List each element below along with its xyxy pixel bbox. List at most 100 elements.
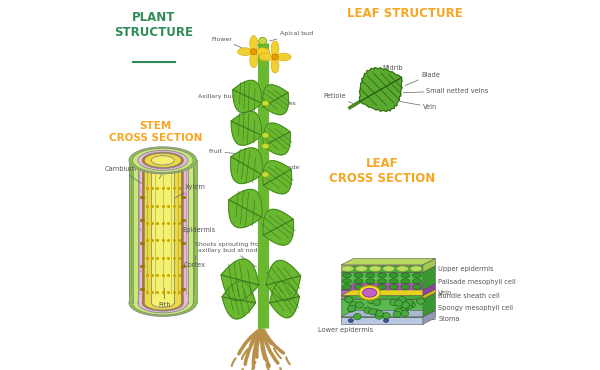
Ellipse shape [369, 266, 381, 272]
Polygon shape [341, 259, 436, 265]
Ellipse shape [345, 296, 353, 303]
Ellipse shape [140, 229, 143, 231]
Ellipse shape [389, 285, 398, 289]
Ellipse shape [356, 302, 364, 308]
Ellipse shape [413, 285, 421, 289]
Text: Vein: Vein [400, 101, 437, 110]
Ellipse shape [142, 295, 184, 311]
Ellipse shape [139, 270, 142, 272]
Text: Cortex: Cortex [184, 256, 206, 269]
Polygon shape [359, 67, 402, 111]
Ellipse shape [238, 48, 253, 56]
Ellipse shape [413, 273, 421, 278]
Ellipse shape [350, 302, 358, 308]
Ellipse shape [259, 37, 266, 44]
Ellipse shape [343, 273, 351, 278]
Polygon shape [423, 289, 436, 299]
Ellipse shape [129, 289, 197, 316]
Ellipse shape [401, 285, 410, 289]
Text: Nodes: Nodes [266, 101, 296, 107]
Ellipse shape [129, 147, 197, 174]
Polygon shape [341, 310, 436, 317]
Polygon shape [233, 80, 262, 113]
Text: Petiole: Petiole [323, 93, 353, 103]
Ellipse shape [401, 279, 410, 283]
Text: LEAF
CROSS SECTION: LEAF CROSS SECTION [329, 157, 435, 185]
Text: Axillary buds: Axillary buds [197, 94, 248, 101]
Ellipse shape [348, 305, 356, 312]
Polygon shape [423, 259, 436, 272]
Text: Stoma: Stoma [423, 316, 460, 322]
Text: Flower: Flower [211, 37, 248, 51]
Ellipse shape [272, 54, 278, 60]
Ellipse shape [367, 297, 375, 304]
Polygon shape [229, 189, 262, 228]
Ellipse shape [377, 279, 386, 283]
Text: Palisade mesophyll cell: Palisade mesophyll cell [423, 279, 516, 285]
Ellipse shape [262, 144, 269, 149]
Text: Apical bud: Apical bud [270, 31, 313, 41]
Polygon shape [341, 289, 436, 296]
Polygon shape [341, 293, 436, 299]
Ellipse shape [399, 307, 407, 314]
Ellipse shape [401, 302, 409, 308]
Polygon shape [341, 266, 436, 272]
Bar [142, 160, 184, 303]
Text: PLANT
STRUCTURE: PLANT STRUCTURE [115, 11, 193, 39]
Ellipse shape [390, 299, 398, 306]
Ellipse shape [366, 273, 374, 278]
Bar [144, 160, 181, 303]
Polygon shape [423, 283, 436, 296]
Ellipse shape [393, 311, 401, 317]
Ellipse shape [353, 313, 361, 320]
Ellipse shape [389, 273, 398, 278]
Ellipse shape [398, 297, 406, 303]
Ellipse shape [343, 285, 351, 289]
Ellipse shape [262, 172, 269, 177]
Ellipse shape [271, 41, 279, 56]
Ellipse shape [259, 53, 274, 61]
Text: Phloem: Phloem [153, 163, 178, 179]
Polygon shape [423, 310, 436, 324]
Ellipse shape [373, 299, 381, 305]
Ellipse shape [405, 299, 413, 306]
Text: Internode: Internode [265, 165, 300, 170]
Ellipse shape [405, 303, 413, 309]
Ellipse shape [369, 309, 377, 315]
Text: Shoots sprouting from
axillary bud at node: Shoots sprouting from axillary bud at no… [194, 242, 265, 267]
Text: Midrib: Midrib [379, 65, 403, 80]
Ellipse shape [355, 266, 367, 272]
Ellipse shape [276, 53, 291, 61]
Ellipse shape [133, 148, 193, 172]
Ellipse shape [413, 279, 421, 283]
Ellipse shape [373, 310, 381, 316]
Ellipse shape [383, 313, 391, 319]
Ellipse shape [250, 49, 257, 54]
Polygon shape [230, 148, 262, 184]
Ellipse shape [250, 36, 257, 51]
Ellipse shape [271, 58, 279, 73]
Text: Vein: Vein [429, 290, 452, 296]
Text: Blade: Blade [405, 72, 440, 85]
Ellipse shape [400, 300, 407, 306]
Polygon shape [423, 266, 436, 290]
Ellipse shape [142, 152, 184, 168]
Ellipse shape [354, 273, 363, 278]
Ellipse shape [401, 273, 410, 278]
Ellipse shape [364, 307, 371, 313]
Ellipse shape [144, 153, 181, 168]
Ellipse shape [383, 266, 395, 272]
Polygon shape [231, 111, 262, 145]
Polygon shape [263, 209, 293, 245]
Polygon shape [341, 283, 436, 290]
Polygon shape [221, 259, 259, 301]
Polygon shape [423, 293, 436, 317]
Ellipse shape [400, 306, 409, 312]
Ellipse shape [184, 193, 187, 195]
Ellipse shape [377, 273, 386, 278]
Bar [151, 160, 174, 303]
Polygon shape [341, 296, 423, 299]
Ellipse shape [262, 133, 269, 138]
Text: Bundle sheath cell: Bundle sheath cell [423, 293, 500, 299]
Text: Small netted veins: Small netted veins [403, 88, 489, 94]
